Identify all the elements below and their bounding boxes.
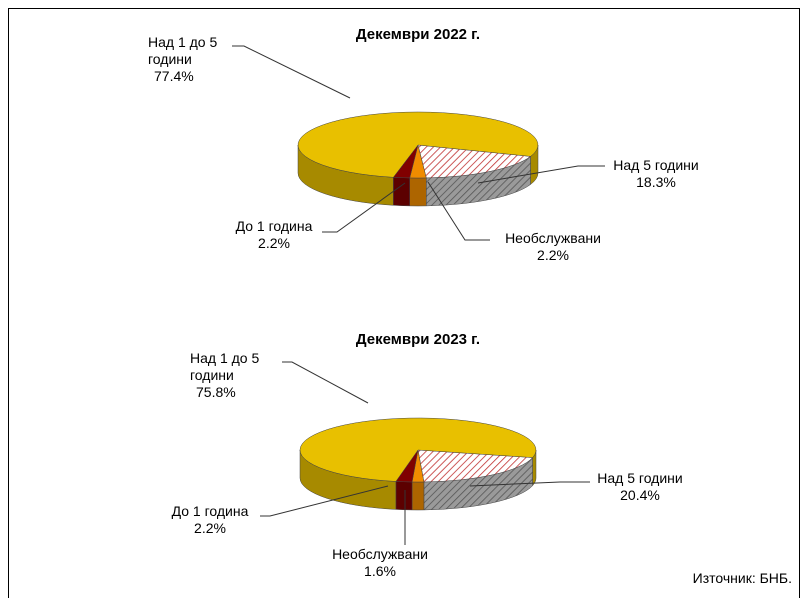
value-label: 2.2% xyxy=(537,247,569,263)
frame xyxy=(8,8,800,598)
slice-label: До 1 година 2.2% xyxy=(214,218,334,252)
category-label: До 1 година xyxy=(235,218,313,234)
slice xyxy=(417,449,534,483)
slice xyxy=(297,111,539,178)
slice-label: Необслужвани 1.6% xyxy=(315,546,445,580)
slice-label: До 1 година 2.2% xyxy=(150,503,270,537)
category-label: Над 5 години xyxy=(613,157,699,173)
category-label: Необслужвани xyxy=(332,546,428,562)
category-label: До 1 година xyxy=(171,503,249,519)
leader-line xyxy=(477,165,605,184)
slice-label: Над 1 до 5 години 75.8% xyxy=(190,350,282,401)
value-label: 20.4% xyxy=(620,487,660,503)
chart-title: Декември 2023 г. xyxy=(355,331,481,348)
value-label: 2.2% xyxy=(194,520,226,536)
slice-side xyxy=(393,177,410,207)
value-label: 77.4% xyxy=(154,68,194,84)
value-label: 1.6% xyxy=(364,563,396,579)
leader-line xyxy=(232,45,351,99)
value-label: 18.3% xyxy=(636,174,676,190)
slice-label: Над 5 години 20.4% xyxy=(580,470,700,504)
chart-title: Декември 2022 г. xyxy=(355,26,481,43)
category-label: Над 1 до 5 години xyxy=(148,34,218,67)
category-label: Необслужвани xyxy=(505,230,601,246)
slice xyxy=(299,417,537,482)
slice-side xyxy=(395,481,413,511)
leader-line xyxy=(282,361,369,404)
slice xyxy=(417,144,532,179)
slice-label: Необслужвани 2.2% xyxy=(488,230,618,264)
value-label: 75.8% xyxy=(196,384,236,400)
slice-side xyxy=(411,481,425,511)
leader-line xyxy=(322,182,406,233)
value-label: 2.2% xyxy=(258,235,290,251)
category-label: Над 5 години xyxy=(597,470,683,486)
leader-line xyxy=(469,481,590,487)
slice-side xyxy=(409,177,427,207)
leader-line xyxy=(427,181,490,241)
slice-label: Над 1 до 5 години 77.4% xyxy=(148,34,240,85)
leader-line xyxy=(260,485,389,517)
category-label: Над 1 до 5 години xyxy=(190,350,260,383)
slice-label: Над 5 години 18.3% xyxy=(596,157,716,191)
source: Източник: БНБ. xyxy=(692,570,792,586)
